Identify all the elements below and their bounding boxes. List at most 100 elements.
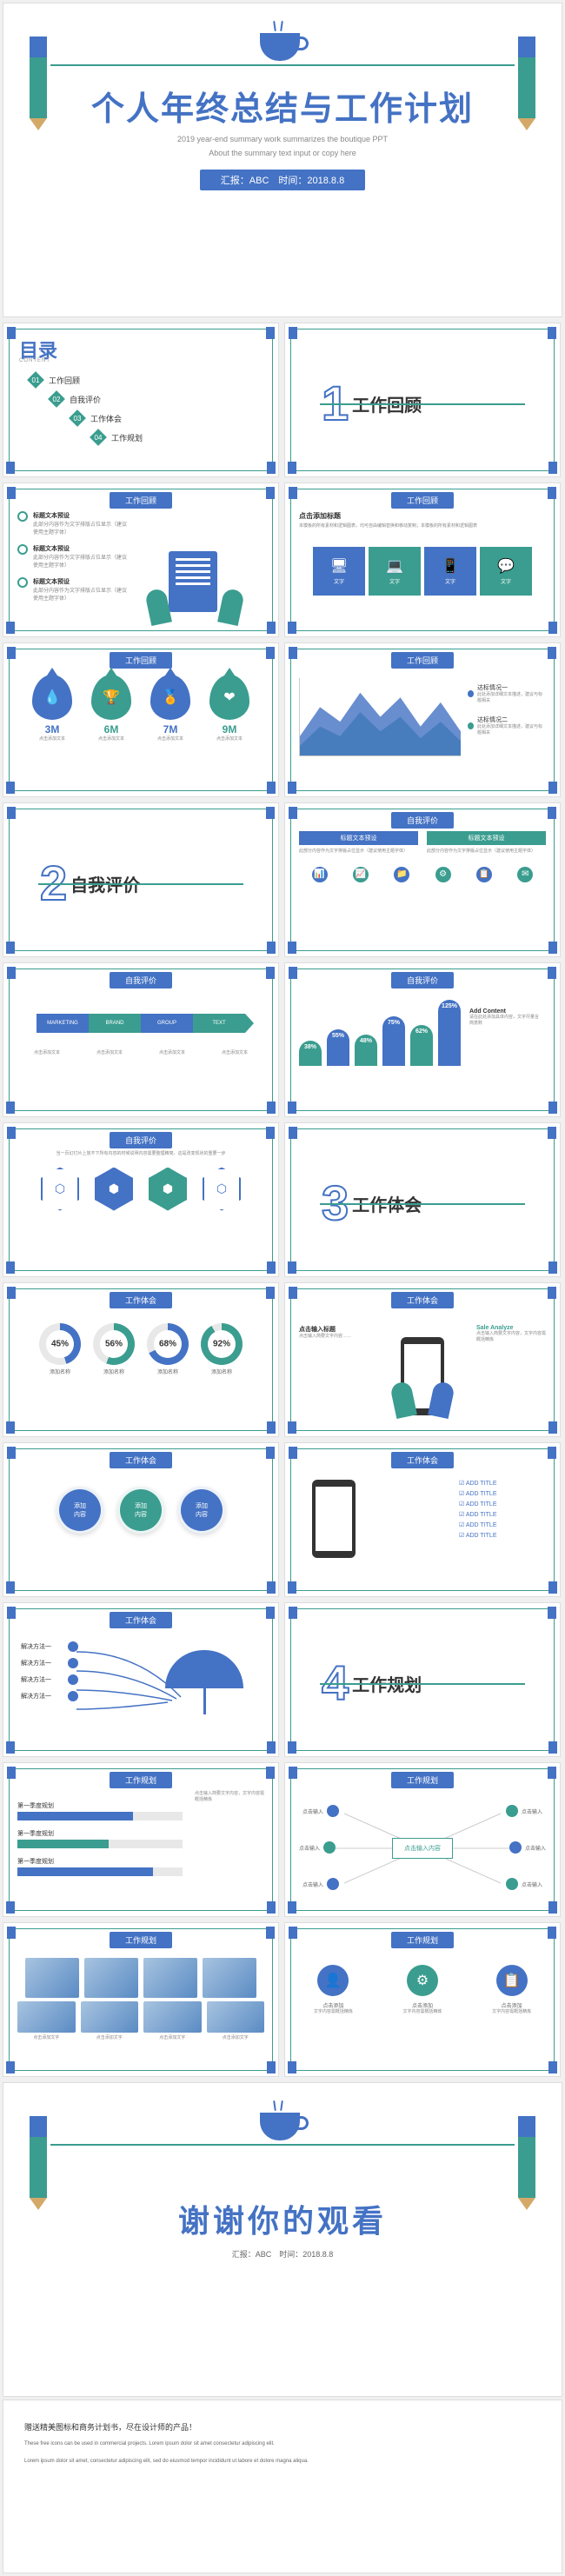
feature-icon: 📈 xyxy=(353,867,369,882)
drop-icon: ❤ xyxy=(209,675,249,720)
node-icon xyxy=(509,1841,522,1854)
slide-header: 工作规划 xyxy=(391,1772,454,1788)
bullet-icon xyxy=(17,544,28,555)
circle-icon: 添加内容 xyxy=(178,1487,225,1534)
slide-title: 个人年终总结与工作计划 2019 year-end summary work s… xyxy=(3,3,562,317)
drop-item: ❤9M点击添加文本 xyxy=(203,675,256,742)
arrow-step: TEXT xyxy=(193,1014,245,1033)
circle-item: 添加内容 xyxy=(178,1487,225,1534)
report-info: 汇报：ABC 时间：2018.8.8 xyxy=(200,170,365,190)
image-placeholder xyxy=(81,2001,139,2033)
phone-icon xyxy=(312,1480,356,1558)
slide-4: 工作回顾 标题文本预设此部分内容作为文字排版占位显示（建议使用主题字体） 标题文… xyxy=(3,483,279,637)
bullet-icon xyxy=(17,511,28,522)
bar: 125% xyxy=(438,1000,461,1066)
donut-item: 45%添加名称 xyxy=(39,1323,81,1375)
bar: 55% xyxy=(327,1029,349,1066)
pencil-right-icon xyxy=(518,2116,535,2210)
slide-header: 工作回顾 xyxy=(391,652,454,669)
monitor-icon: 🖥 xyxy=(330,557,348,575)
cup-icon xyxy=(256,2100,309,2144)
check-item: ☑ ADD TITLE xyxy=(459,1521,546,1528)
progress-item: 第一季度规划 xyxy=(17,1801,183,1821)
drop-item: 🏆6M点击添加文本 xyxy=(84,675,138,742)
bar-chart: 38%55%48%75%62%125% xyxy=(299,1000,461,1066)
icon-item: ⚙点击添加文字内容需概括精炼 xyxy=(389,1965,457,2015)
feature-icon: 👤 xyxy=(317,1965,349,1996)
slide-header: 工作体会 xyxy=(110,1612,172,1628)
slide-17: 工作规划 第一季度规划第一季度规划第一季度规划 点击输入简要文字内容，文字内容需… xyxy=(3,1762,279,1917)
arrow-step: BRAND xyxy=(89,1014,141,1033)
mindmap: 点击输入内容 点击输入 点击输入 点击输入 点击输入 点击输入 点击输入 xyxy=(299,1796,546,1900)
slide-section-2: 2自我评价 xyxy=(3,802,279,957)
donut-chart: 56% xyxy=(93,1323,135,1365)
hexagon-icon: ⬡ xyxy=(41,1168,79,1211)
pencil-right-icon xyxy=(518,37,535,130)
check-item: ☑ ADD TITLE xyxy=(459,1490,546,1497)
subtitle-2: About the summary text input or copy her… xyxy=(3,149,562,157)
slide-header: 工作回顾 xyxy=(110,492,172,509)
arrow-step: MARKETING xyxy=(37,1014,89,1033)
slide-header: 工作体会 xyxy=(391,1452,454,1468)
donut-item: 56%添加名称 xyxy=(93,1323,135,1375)
arrow-step: GROUP xyxy=(141,1014,193,1033)
icon-item: ⚙ xyxy=(435,867,451,885)
image-placeholder xyxy=(17,2001,76,2033)
check-item: ☑ ADD TITLE xyxy=(459,1501,546,1508)
toc-item-4: 工作规划 xyxy=(111,432,143,443)
feature-box: 📱文字 xyxy=(424,547,476,596)
drop-item: 🏅7M点击添加文本 xyxy=(143,675,197,742)
circle-item: 添加内容 xyxy=(117,1487,164,1534)
legend-dot-icon xyxy=(468,722,474,729)
method-item: 解决方法一 xyxy=(21,1674,78,1685)
slide-18: 工作规划 点击输入内容 点击输入 点击输入 点击输入 点击输入 点击输入 点击输… xyxy=(284,1762,561,1917)
hands-document-icon xyxy=(134,546,256,624)
slide-7: 工作回顾 达标情况一此处添加详细文本描述，建议与标题相关 达标情况二此处添加详细… xyxy=(284,642,561,797)
slide-header: 工作规划 xyxy=(391,1932,454,1948)
bullet-icon xyxy=(17,577,28,588)
method-item: 解决方法一 xyxy=(21,1658,78,1668)
slide-header: 自我评价 xyxy=(110,972,172,988)
toc-item-2: 自我评价 xyxy=(70,394,101,405)
slide-header: 工作回顾 xyxy=(391,492,454,509)
donut-chart: 92% xyxy=(201,1323,243,1365)
toc-subtitle: CONTENT xyxy=(19,358,50,363)
drop-icon: 💧 xyxy=(32,675,72,720)
slide-16: 工作体会 解决方法一解决方法一解决方法一解决方法一 xyxy=(3,1602,279,1757)
progress-item: 第一季度规划 xyxy=(17,1829,183,1848)
node-icon xyxy=(327,1805,339,1817)
final-title: 赠送精美图标和商务计划书，尽在设计师的产品！ xyxy=(24,2421,541,2433)
image-placeholder xyxy=(143,2001,202,2033)
slide-header: 工作回顾 xyxy=(110,652,172,669)
thanks-sub: 汇报：ABC 时间：2018.8.8 xyxy=(3,2248,562,2260)
slide-9: 自我评价 MARKETING BRAND GROUP TEXT 点击添加文本 点… xyxy=(3,962,279,1117)
feature-box: 💻文字 xyxy=(369,547,421,596)
cup-icon xyxy=(256,21,309,64)
feature-box: 🖥文字 xyxy=(313,547,365,596)
circle-icon: 添加内容 xyxy=(117,1487,164,1534)
toc-item-3: 工作体会 xyxy=(90,413,122,424)
bar: 62% xyxy=(410,1025,433,1066)
final-para: Lorem ipsum dolor sit amet, consectetur … xyxy=(24,2458,541,2466)
slide-header: 工作体会 xyxy=(110,1292,172,1308)
slide-header: 工作体会 xyxy=(391,1292,454,1308)
drop-icon: 🏅 xyxy=(150,675,190,720)
tablet-icon: 📱 xyxy=(442,557,459,575)
slide-20: 工作规划 👤点击添加文字内容需概括精炼⚙点击添加文字内容需概括精炼📋点击添加文字… xyxy=(284,1922,561,2077)
method-item: 解决方法一 xyxy=(21,1691,78,1701)
image-placeholder xyxy=(207,2001,265,2033)
slide-8: 自我评价 标题文本预设此部分内容作为文字排版占位显示（建议使用主题字体） 标题文… xyxy=(284,802,561,957)
node-icon xyxy=(506,1878,518,1890)
slide-13: 工作体会 点击输入标题 点击输入简要文字内容…… Sale Analyze 点击… xyxy=(284,1282,561,1437)
click-title: 点击添加标题 xyxy=(299,511,546,521)
icon-item: ✉ xyxy=(517,867,533,885)
image-placeholder xyxy=(143,1958,197,1998)
slide-header: 工作体会 xyxy=(110,1452,172,1468)
progress-item: 第一季度规划 xyxy=(17,1857,183,1876)
check-item: ☑ ADD TITLE xyxy=(459,1480,546,1487)
slide-12: 工作体会 45%添加名称56%添加名称68%添加名称92%添加名称 xyxy=(3,1282,279,1437)
slide-header: 自我评价 xyxy=(391,972,454,988)
final-para: These free icons can be used in commerci… xyxy=(24,2440,541,2449)
slide-final: 赠送精美图标和商务计划书，尽在设计师的产品！ These free icons … xyxy=(3,2400,562,2573)
click-desc: 本模板的所有素材和逻辑图表，均可自由编辑替换和移动复制；本模板的所有素材和逻辑图… xyxy=(299,523,546,529)
